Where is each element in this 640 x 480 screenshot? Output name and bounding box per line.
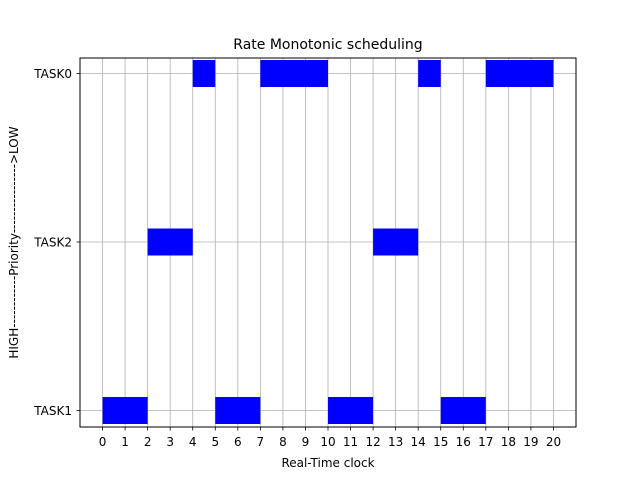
- x-tick-label: 13: [388, 435, 403, 449]
- bar-task0: [260, 60, 328, 87]
- x-tick-label: 8: [279, 435, 287, 449]
- x-tick-label: 2: [144, 435, 152, 449]
- x-axis-ticks: 0 1 2 3 4 5 6 7 8 9 10 11 12 13 14 15 16 17 18 19 20: [99, 427, 561, 449]
- x-tick-label: 0: [99, 435, 107, 449]
- x-tick-label: 12: [365, 435, 380, 449]
- x-tick-label: 19: [523, 435, 538, 449]
- task-bars: [102, 60, 554, 424]
- x-tick-label: 1: [121, 435, 129, 449]
- bar-task1: [215, 397, 261, 424]
- x-tick-label: 15: [433, 435, 448, 449]
- bar-task0: [418, 60, 441, 87]
- y-axis-label: HIGH------------Priority----------------…: [7, 126, 21, 358]
- x-axis-label: Real-Time clock: [281, 456, 374, 470]
- x-tick-label: 5: [211, 435, 219, 449]
- x-tick-label: 11: [343, 435, 358, 449]
- bar-task0: [192, 60, 216, 87]
- y-axis-ticks: TASK1 TASK2 TASK0: [33, 67, 80, 418]
- x-tick-label: 7: [257, 435, 265, 449]
- x-tick-label: 4: [189, 435, 197, 449]
- bar-task1: [440, 397, 486, 424]
- bar-task1: [328, 397, 374, 424]
- bar-task2: [373, 228, 419, 256]
- bar-task0: [485, 60, 554, 87]
- x-tick-label: 20: [546, 435, 561, 449]
- x-tick-label: 14: [411, 435, 426, 449]
- x-tick-label: 17: [478, 435, 493, 449]
- x-tick-label: 9: [302, 435, 310, 449]
- x-tick-label: 3: [166, 435, 174, 449]
- y-tick-label: TASK2: [33, 236, 72, 250]
- bar-task1: [102, 397, 148, 424]
- x-tick-label: 6: [234, 435, 242, 449]
- x-tick-label: 10: [320, 435, 335, 449]
- bar-task2: [147, 228, 193, 256]
- x-tick-label: 16: [456, 435, 471, 449]
- y-tick-label: TASK0: [33, 67, 72, 81]
- x-tick-label: 18: [501, 435, 516, 449]
- y-tick-label: TASK1: [33, 404, 72, 418]
- chart-title: Rate Monotonic scheduling: [233, 37, 422, 53]
